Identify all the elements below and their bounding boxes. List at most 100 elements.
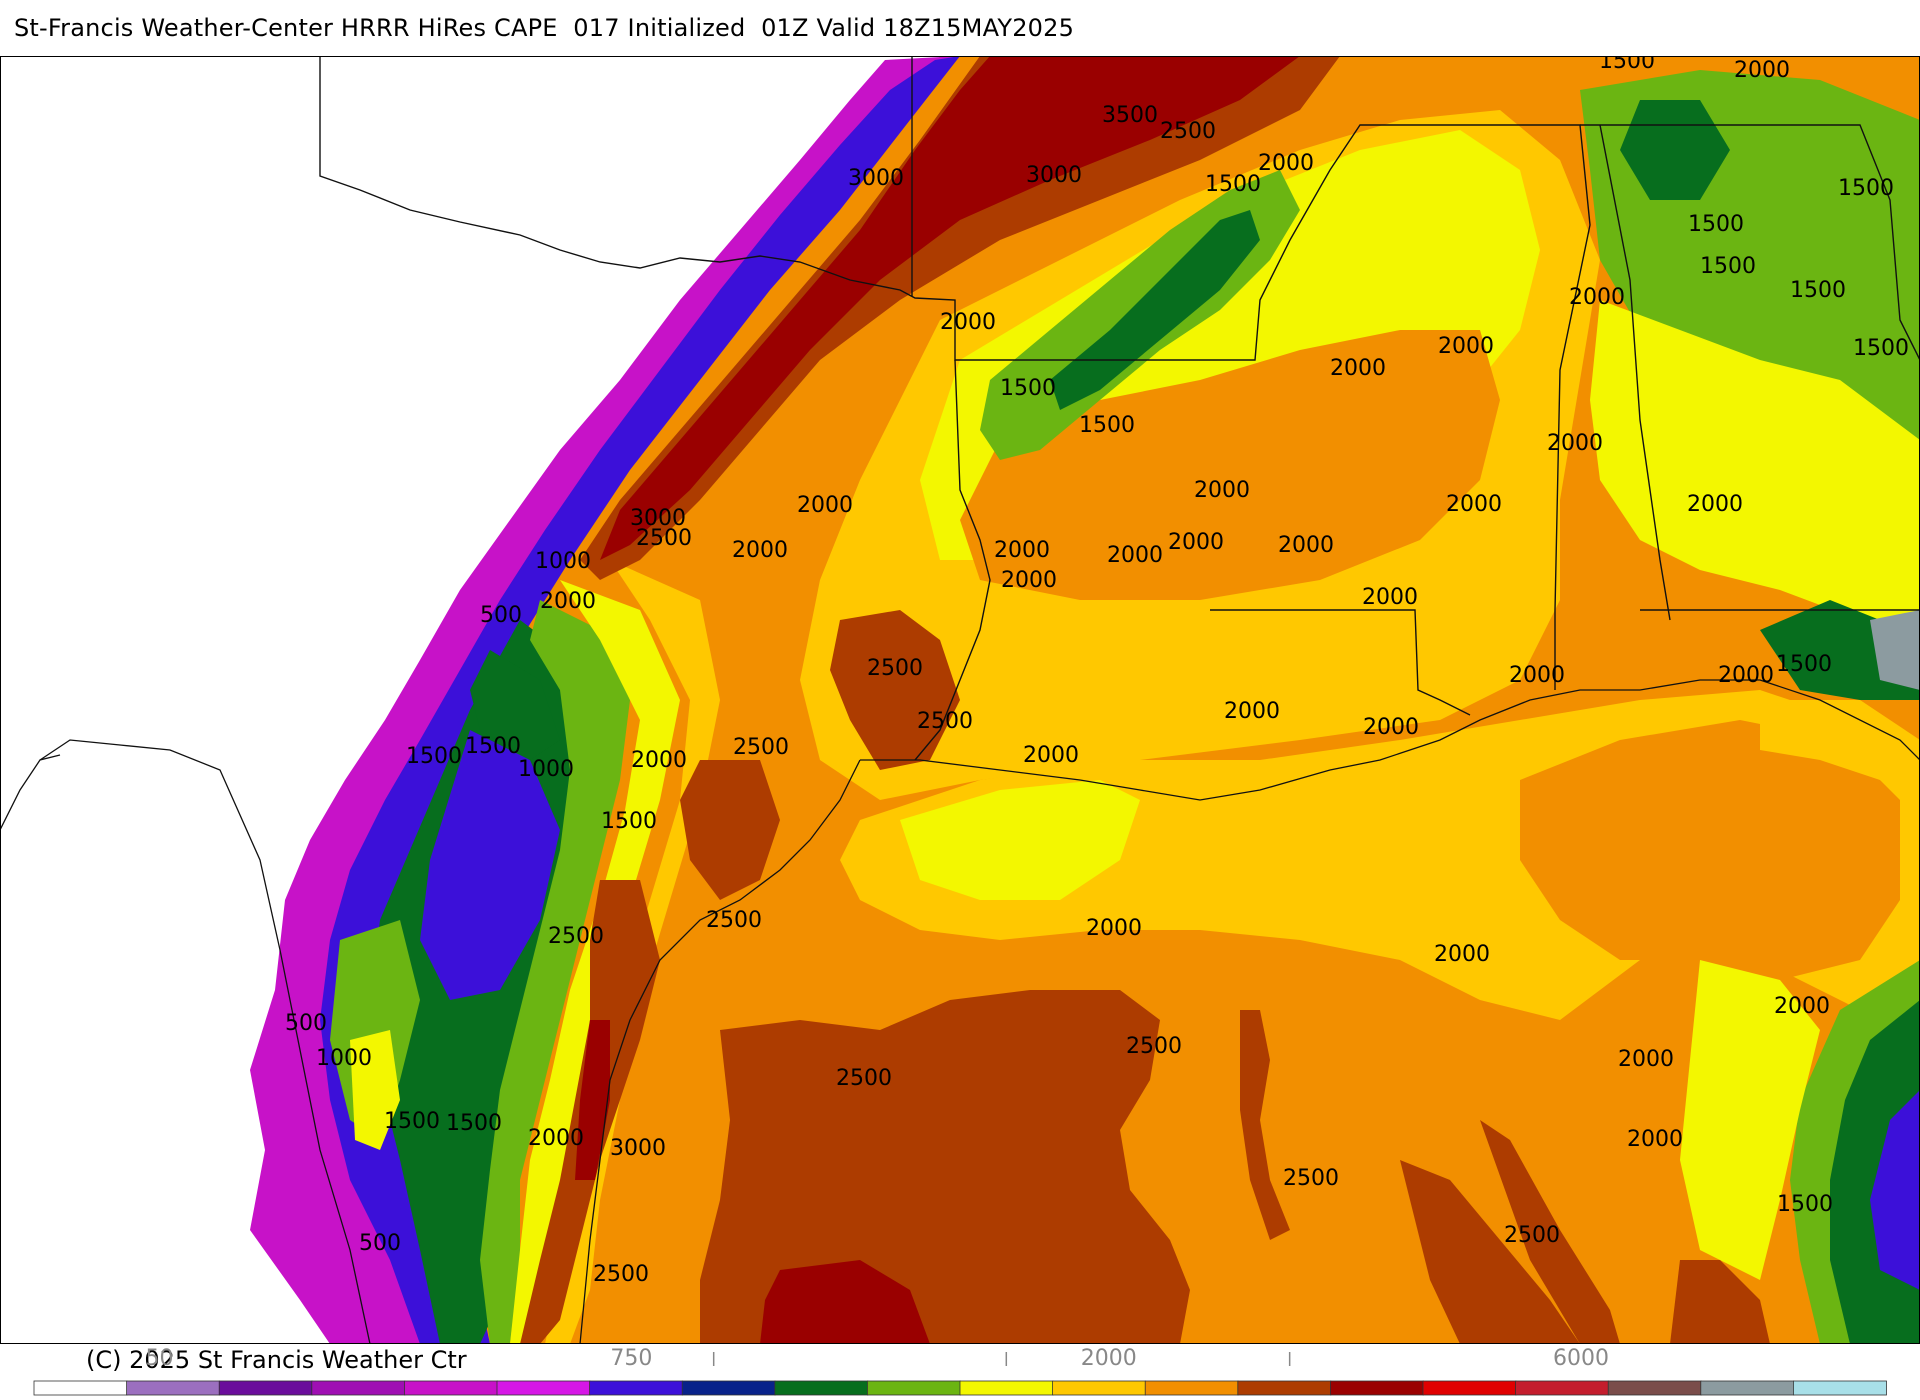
colorbar-swatch <box>33 1380 128 1396</box>
contour-label: 2000 <box>1023 743 1079 768</box>
contour-label: 2000 <box>1086 916 1142 941</box>
cape-band-blue <box>320 56 960 1344</box>
contour-label: 2000 <box>1446 492 1502 517</box>
contour-label: 2000 <box>1330 356 1386 381</box>
contour-label: 2500 <box>548 924 604 949</box>
colorbar-swatch <box>681 1380 776 1396</box>
cape-3000-south-blob <box>760 1260 930 1344</box>
contour-label: 2000 <box>1718 663 1774 688</box>
colorbar-tick-label: 2000 <box>1080 1346 1137 1371</box>
contour-label: 2500 <box>1283 1166 1339 1191</box>
contour-label: 2000 <box>1194 478 1250 503</box>
cape-2500-southeast <box>1670 1260 1770 1344</box>
colorbar-swatch <box>218 1380 313 1396</box>
cape-yellow-southeast <box>1680 960 1820 1280</box>
contour-label: 1500 <box>1205 172 1261 197</box>
cape-band-lightgreen <box>480 600 630 1344</box>
cape-2500-streak-1 <box>1240 1010 1290 1240</box>
contour-label: 2000 <box>1258 151 1314 176</box>
contour-label: 1500 <box>1838 176 1894 201</box>
contour-label: 2000 <box>1734 58 1790 83</box>
contour-label: 2000 <box>528 1126 584 1151</box>
colorbar-tick-label: 6000 <box>1553 1346 1609 1371</box>
contour-label: 2000 <box>1627 1127 1683 1152</box>
contour-label: 1000 <box>535 549 591 574</box>
contour-label: 3000 <box>630 506 686 531</box>
colorbar-swatch <box>589 1380 684 1396</box>
contour-label: 2000 <box>1509 663 1565 688</box>
cape-2500-streak-3 <box>1480 1120 1620 1344</box>
contour-label: 1500 <box>1776 652 1832 677</box>
contour-label: 2000 <box>1438 334 1494 359</box>
contour-label: 1500 <box>446 1111 502 1136</box>
cape-ridge-darkred <box>600 56 1300 560</box>
colorbar-swatch <box>1793 1380 1887 1396</box>
cape-2500-south-blob <box>700 990 1190 1344</box>
cape-band-purple <box>250 56 960 1344</box>
contour-label: 2500 <box>1126 1034 1182 1059</box>
contour-label: 1500 <box>1599 56 1655 74</box>
colorbar-swatch <box>1330 1380 1424 1396</box>
contour-label: 1500 <box>1688 212 1744 237</box>
colorbar-swatch <box>403 1380 498 1396</box>
contour-label: 2000 <box>1363 715 1419 740</box>
colorbar-swatch <box>1237 1380 1332 1396</box>
contour-label: 1500 <box>406 744 462 769</box>
colorbar-swatch <box>1607 1380 1702 1396</box>
contour-label: 2000 <box>994 538 1050 563</box>
contour-label: 2000 <box>1687 492 1743 517</box>
contour-label: 2500 <box>867 656 923 681</box>
cape-3000-coast-streak <box>575 1020 610 1180</box>
contour-label: 3000 <box>610 1136 666 1161</box>
colorbar-swatch <box>867 1380 961 1396</box>
colorbar-swatch <box>774 1380 869 1396</box>
contour-label: 3500 <box>1102 103 1158 128</box>
contour-label: 2500 <box>636 526 692 551</box>
contour-label: 1500 <box>1790 278 1846 303</box>
cape-low-pocket-southwest <box>420 730 560 1000</box>
colorbar-swatch <box>311 1380 406 1396</box>
contour-label: 2000 <box>1569 285 1625 310</box>
contour-label: 2000 <box>1224 699 1280 724</box>
contour-label: 2500 <box>706 908 762 933</box>
coastline <box>39 679 1920 1344</box>
mexico-border <box>0 754 61 831</box>
colorbar-swatches <box>33 1352 1887 1396</box>
contour-label: 2500 <box>1504 1223 1560 1248</box>
cape-orange-central-north <box>960 330 1500 600</box>
contour-label: 3000 <box>1026 163 1082 188</box>
cape-yellow-gulf <box>900 780 1140 900</box>
contour-label: 2500 <box>917 709 973 734</box>
colorbar <box>33 1352 1887 1396</box>
contour-label: 2500 <box>836 1066 892 1091</box>
contour-label: 500 <box>480 603 522 628</box>
cape-gray-east <box>1870 610 1920 690</box>
contour-label: 1500 <box>1700 254 1756 279</box>
contour-label: 2000 <box>1434 942 1490 967</box>
contour-label: 2000 <box>1547 431 1603 456</box>
contour-label: 1000 <box>316 1046 372 1071</box>
cape-yellow-pocket-south <box>350 1030 400 1150</box>
map-title: St-Francis Weather-Center HRRR HiRes CAP… <box>14 14 1075 42</box>
colorbar-tick-label: 50 <box>145 1346 174 1371</box>
contour-label: 1000 <box>518 757 574 782</box>
contour-label: 1500 <box>1000 376 1056 401</box>
contour-label: 2000 <box>1001 568 1057 593</box>
colorbar-swatch <box>1144 1380 1239 1396</box>
contour-label: 2500 <box>733 735 789 760</box>
contour-label: 2000 <box>1774 994 1830 1019</box>
contour-label: 2000 <box>1107 543 1163 568</box>
contour-label: 2000 <box>940 310 996 335</box>
contour-label: 2500 <box>1160 119 1216 144</box>
colorbar-tick-label: 750 <box>610 1346 653 1371</box>
contour-label: 2000 <box>631 748 687 773</box>
colorbar-swatch <box>959 1380 1054 1396</box>
contour-label: 500 <box>359 1231 401 1256</box>
contour-label: 1500 <box>1079 413 1135 438</box>
contour-label: 1500 <box>1777 1192 1833 1217</box>
colorbar-swatch <box>1052 1380 1147 1396</box>
cape-orange-gulf-east <box>1520 720 1900 980</box>
contour-label: 1500 <box>384 1109 440 1134</box>
contour-label: 1500 <box>465 734 521 759</box>
